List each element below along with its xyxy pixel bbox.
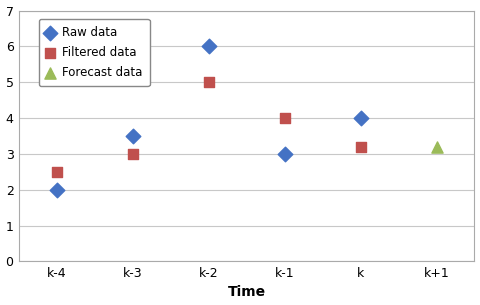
- Filtered data: [281, 116, 288, 120]
- Raw data: [205, 44, 213, 49]
- Raw data: [357, 116, 364, 120]
- Raw data: [53, 187, 61, 192]
- X-axis label: Time: Time: [228, 285, 266, 300]
- Filtered data: [129, 151, 137, 156]
- Raw data: [281, 151, 288, 156]
- Raw data: [129, 134, 137, 138]
- Filtered data: [357, 144, 364, 149]
- Legend: Raw data, Filtered data, Forecast data: Raw data, Filtered data, Forecast data: [39, 19, 150, 86]
- Forecast data: [432, 144, 440, 149]
- Filtered data: [53, 169, 61, 174]
- Filtered data: [205, 80, 213, 85]
